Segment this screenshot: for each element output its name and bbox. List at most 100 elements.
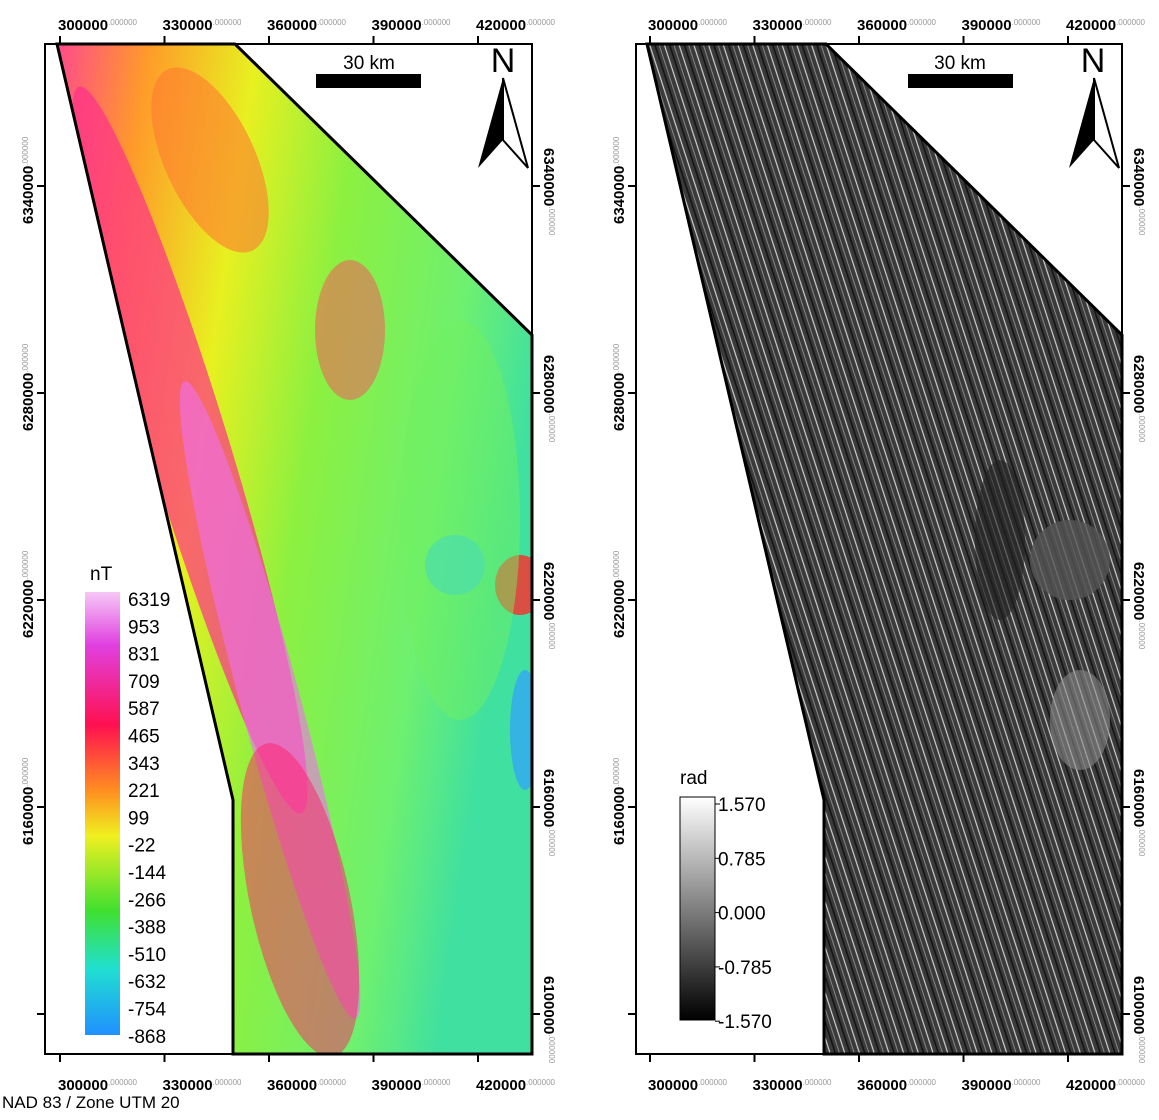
tick-decimals: .000000	[1137, 620, 1146, 649]
tick-value: 6160000	[20, 787, 37, 845]
tick-value: 360000	[857, 1077, 907, 1094]
tick-decimals: .000000	[1137, 206, 1146, 235]
legend-label: -22	[128, 836, 155, 857]
tick-value: 6220000	[540, 562, 557, 620]
tick-value: 420000	[1066, 17, 1116, 34]
tick-decimals: .000000	[547, 413, 556, 442]
legend-label: 99	[128, 808, 149, 829]
tick-decimals: .000000	[317, 1078, 346, 1087]
tick-decimals: .000000	[21, 550, 30, 579]
tick-decimals: .000000	[21, 343, 30, 372]
tick-value: 6340000	[20, 166, 37, 224]
tick-value: 390000	[962, 1077, 1012, 1094]
tick-decimals: .000000	[1012, 1078, 1041, 1087]
tick-decimals: .000000	[1012, 18, 1041, 27]
tick-decimals: .000000	[108, 18, 137, 27]
legend-title: rad	[680, 768, 707, 789]
tick-label: 6220000.000000	[1130, 562, 1147, 650]
tick-decimals: .000000	[1137, 413, 1146, 442]
legend-label: 709	[128, 672, 160, 693]
tick-value: 360000	[267, 1077, 317, 1094]
tick-value: 6160000	[611, 787, 628, 845]
tick-label: 6220000.000000	[540, 562, 557, 650]
tick-value: 6280000	[540, 355, 557, 413]
tick-value: 300000	[648, 1077, 698, 1094]
tick-label: 390000.000000	[962, 1077, 1042, 1094]
tick-value: 360000	[857, 17, 907, 34]
legend-label: -388	[128, 918, 166, 939]
tick-value: 330000	[753, 1077, 803, 1094]
legend-label: 0.000	[718, 904, 766, 925]
tick-value: 6340000	[611, 166, 628, 224]
tick-decimals: .000000	[698, 18, 727, 27]
tick-decimals: .000000	[547, 1034, 556, 1063]
legend-label: -632	[128, 972, 166, 993]
scale-bar	[908, 74, 1013, 88]
tick-decimals: .000000	[547, 827, 556, 856]
tick-label: 300000.000000	[648, 1077, 728, 1094]
tick-label: 6340000.000000	[1130, 148, 1147, 236]
tick-value: 6280000	[1130, 355, 1147, 413]
legend-label: 465	[128, 727, 160, 748]
tick-value: 390000	[372, 1077, 422, 1094]
tick-decimals: .000000	[1137, 1034, 1146, 1063]
tick-label: 360000.000000	[267, 1077, 347, 1094]
tick-value: 420000	[476, 1077, 526, 1094]
color-ramp	[85, 592, 120, 1035]
scale-bar	[316, 74, 421, 88]
color-ramp	[680, 797, 715, 1020]
tick-value: 330000	[163, 1077, 213, 1094]
tick-label: 6160000.000000	[611, 757, 628, 845]
tick-decimals: .000000	[213, 18, 242, 27]
tick-value: 300000	[648, 17, 698, 34]
tick-decimals: .000000	[1116, 18, 1145, 27]
north-arrow	[1069, 78, 1119, 168]
tick-label: 420000.000000	[476, 17, 556, 34]
north-label: N	[491, 42, 516, 80]
tick-label: 6280000.000000	[20, 343, 37, 431]
tick-decimals: .000000	[612, 550, 621, 579]
legend-label: -144	[128, 863, 166, 884]
tick-decimals: .000000	[907, 18, 936, 27]
tick-label: 6280000.000000	[1130, 355, 1147, 443]
tick-decimals: .000000	[213, 1078, 242, 1087]
tick-value: 6220000	[20, 580, 37, 638]
tick-label: 6220000.000000	[611, 550, 628, 638]
tick-label: 330000.000000	[753, 17, 833, 34]
tick-label: 6280000.000000	[611, 343, 628, 431]
legend-label: -754	[128, 1000, 166, 1021]
tick-label: 330000.000000	[163, 1077, 243, 1094]
tick-label: 390000.000000	[372, 17, 452, 34]
tick-label: 6340000.000000	[540, 148, 557, 236]
tick-decimals: .000000	[317, 18, 346, 27]
tick-decimals: .000000	[422, 18, 451, 27]
tick-label: 360000.000000	[267, 17, 347, 34]
legend-label: -266	[128, 890, 166, 911]
tick-value: 330000	[753, 17, 803, 34]
tick-decimals: .000000	[803, 1078, 832, 1087]
tick-value: 6280000	[20, 373, 37, 431]
tick-value: 330000	[163, 17, 213, 34]
legend-label: 343	[128, 754, 160, 775]
tick-label: 330000.000000	[753, 1077, 833, 1094]
tick-value: 390000	[962, 17, 1012, 34]
tick-value: 6220000	[611, 580, 628, 638]
north-arrow	[478, 78, 528, 168]
tick-label: 420000.000000	[476, 1077, 556, 1094]
tick-decimals: .000000	[526, 1078, 555, 1087]
tick-decimals: .000000	[108, 1078, 137, 1087]
tick-value: 6280000	[611, 373, 628, 431]
tick-decimals: .000000	[1116, 1078, 1145, 1087]
tick-label: 6160000.000000	[540, 769, 557, 857]
tick-decimals: .000000	[21, 136, 30, 165]
tick-value: 6100000	[1130, 976, 1147, 1034]
tick-label: 6100000.000000	[1130, 976, 1147, 1064]
legend-label: 953	[128, 617, 160, 638]
tick-label: 330000.000000	[163, 17, 243, 34]
tick-value: 300000	[58, 17, 108, 34]
tick-decimals: .000000	[1137, 827, 1146, 856]
tick-decimals: .000000	[907, 1078, 936, 1087]
tick-value: 300000	[58, 1077, 108, 1094]
legend-label: 587	[128, 699, 160, 720]
tick-decimals: .000000	[547, 206, 556, 235]
